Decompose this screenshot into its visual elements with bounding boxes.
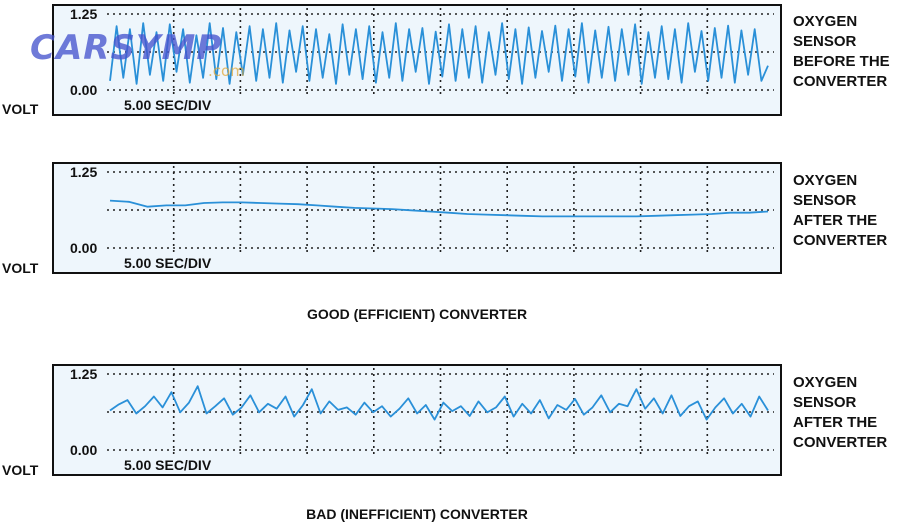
panel-label-after-bad: OXYGEN SENSOR AFTER THE CONVERTER xyxy=(793,373,900,453)
label-line: AFTER THE xyxy=(793,414,878,431)
y-axis-bottom-label: 0.00 xyxy=(70,82,97,98)
y-axis-unit-label: VOLT xyxy=(2,101,39,117)
label-line: CONVERTER xyxy=(793,73,888,90)
label-line: AFTER THE xyxy=(793,212,878,229)
scope-screen-after-bad: 1.25 0.00 5.00 SEC/DIV xyxy=(52,364,782,476)
timebase-label: 5.00 SEC/DIV xyxy=(124,97,212,113)
label-line: SENSOR xyxy=(793,394,857,411)
y-axis-bottom-label: 0.00 xyxy=(70,240,97,256)
scope-panel-after-good: 1.25 0.00 5.00 SEC/DIV xyxy=(52,162,782,274)
y-axis-top-label: 1.25 xyxy=(70,366,97,382)
label-line: CONVERTER xyxy=(793,434,888,451)
scope-grid xyxy=(107,368,774,456)
panel-label-after-good: OXYGEN SENSOR AFTER THE CONVERTER xyxy=(793,171,900,251)
y-axis-top-label: 1.25 xyxy=(70,164,97,180)
y-axis-top-label: 1.25 xyxy=(70,6,97,22)
scope-frame xyxy=(52,364,782,476)
label-line: OXYGEN xyxy=(793,374,858,391)
watermark-logo-suffix: .com xyxy=(208,62,245,80)
label-line: SENSOR xyxy=(793,33,857,50)
scope-screen-before: 1.25 0.00 5.00 SEC/DIV xyxy=(52,4,782,116)
caption-bad-converter: BAD (INEFFICIENT) CONVERTER xyxy=(306,506,528,522)
timebase-label: 5.00 SEC/DIV xyxy=(124,255,212,271)
scope-frame xyxy=(52,162,782,274)
label-line: BEFORE THE xyxy=(793,53,890,70)
watermark-logo: CARSYMP xyxy=(30,28,223,68)
y-axis-unit-label: VOLT xyxy=(2,260,39,276)
y-axis-bottom-label: 0.00 xyxy=(70,442,97,458)
scope-panel-after-bad: 1.25 0.00 5.00 SEC/DIV xyxy=(52,364,782,476)
caption-good-converter: GOOD (EFFICIENT) CONVERTER xyxy=(306,306,528,322)
voltage-trace xyxy=(109,199,769,218)
scope-grid xyxy=(107,166,774,254)
y-axis-unit-label: VOLT xyxy=(2,462,39,478)
voltage-trace xyxy=(109,22,769,85)
label-line: SENSOR xyxy=(793,192,857,209)
scope-panel-before: 1.25 0.00 5.00 SEC/DIV xyxy=(52,4,782,116)
label-line: OXYGEN xyxy=(793,13,858,30)
label-line: CONVERTER xyxy=(793,232,888,249)
scope-screen-after-good: 1.25 0.00 5.00 SEC/DIV xyxy=(52,162,782,274)
voltage-trace xyxy=(109,385,769,421)
timebase-label: 5.00 SEC/DIV xyxy=(124,457,212,473)
panel-label-before: OXYGEN SENSOR BEFORE THE CONVERTER xyxy=(793,12,900,92)
label-line: OXYGEN xyxy=(793,172,858,189)
